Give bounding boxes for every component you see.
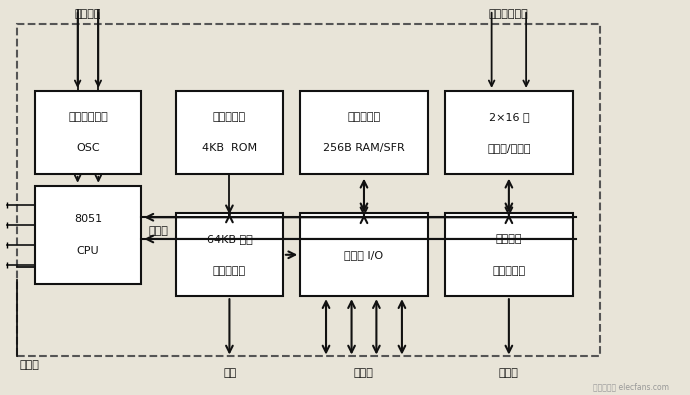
Text: 并行口: 并行口 (354, 368, 373, 378)
Bar (176, 213, 283, 296)
Text: 振荡器和时序: 振荡器和时序 (68, 111, 108, 122)
Bar (17, 24, 600, 356)
Text: 外中断: 外中断 (19, 360, 39, 371)
Text: 256B RAM/SFR: 256B RAM/SFR (323, 143, 405, 153)
Bar (34, 186, 141, 284)
Text: OSC: OSC (76, 143, 100, 153)
Text: CPU: CPU (77, 246, 99, 256)
Bar (300, 91, 428, 174)
Bar (176, 91, 283, 174)
Text: 扩展控制器: 扩展控制器 (213, 265, 246, 276)
Bar (300, 213, 428, 296)
Text: 外部事件计数: 外部事件计数 (489, 9, 529, 19)
Text: 外时钟源: 外时钟源 (75, 9, 101, 19)
Bar (445, 213, 573, 296)
Text: 电子发烧友 elecfans.com: 电子发烧友 elecfans.com (593, 382, 669, 391)
Text: 64KB 总线: 64KB 总线 (206, 234, 253, 244)
Bar (445, 91, 573, 174)
Text: 双工串行口: 双工串行口 (492, 265, 526, 276)
Text: 定时器/计数器: 定时器/计数器 (487, 143, 531, 153)
Bar (34, 91, 141, 174)
Text: 8051: 8051 (74, 214, 102, 224)
Text: 数据存储器: 数据存储器 (347, 111, 381, 122)
Text: 4KB  ROM: 4KB ROM (202, 143, 257, 153)
Text: 程序存储器: 程序存储器 (213, 111, 246, 122)
Text: 串通信: 串通信 (499, 368, 518, 378)
Text: 可编程全: 可编程全 (495, 234, 522, 244)
Text: 内中断: 内中断 (148, 226, 168, 236)
Text: 可编程 I/O: 可编程 I/O (344, 250, 384, 260)
Text: 控制: 控制 (223, 368, 237, 378)
Text: 2×16 位: 2×16 位 (489, 111, 529, 122)
